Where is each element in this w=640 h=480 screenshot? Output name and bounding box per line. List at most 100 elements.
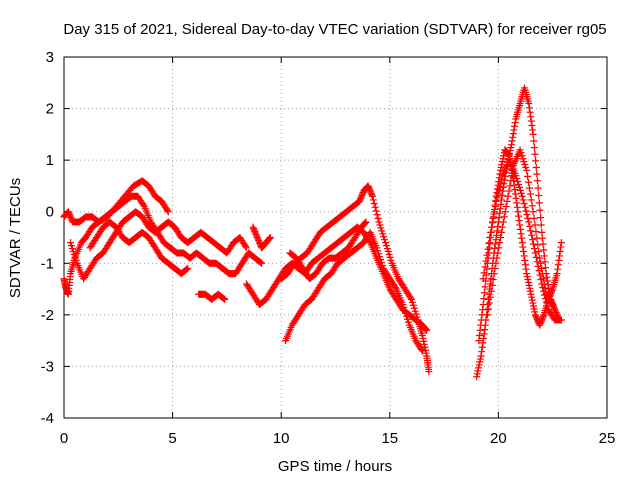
data-point [511, 186, 519, 194]
data-point [513, 175, 521, 183]
data-point [368, 192, 376, 200]
data-point [539, 314, 547, 322]
data-point [242, 244, 250, 252]
y-tick-label: -2 [41, 307, 54, 324]
data-point [497, 234, 505, 241]
data-point [518, 192, 526, 200]
data-point [511, 190, 519, 198]
data-point [533, 177, 541, 185]
data-point [556, 247, 564, 255]
data-point [480, 289, 488, 297]
data-point [536, 321, 544, 329]
data-point [499, 187, 507, 195]
data-point [361, 219, 369, 227]
data-point [527, 196, 535, 204]
data-point [139, 201, 147, 209]
data-point [481, 263, 489, 271]
data-point [378, 261, 386, 269]
data-point [533, 258, 541, 266]
data-point [67, 242, 75, 250]
data-point [490, 270, 498, 278]
data-point [521, 203, 529, 211]
data-point [525, 218, 533, 226]
data-track-5 [195, 290, 229, 303]
data-point [485, 299, 493, 307]
data-point [493, 194, 501, 202]
data-point [403, 312, 411, 320]
data-track-11 [473, 84, 563, 381]
data-point [374, 247, 382, 255]
data-point [487, 287, 495, 295]
data-point [369, 196, 377, 204]
data-point [382, 242, 390, 250]
data-point [498, 158, 506, 166]
data-point [479, 301, 487, 309]
x-tick-label: 25 [599, 430, 616, 447]
data-point [526, 108, 534, 116]
data-point [550, 304, 558, 312]
data-track-3 [67, 208, 250, 283]
data-point [366, 186, 374, 194]
data-point [529, 299, 537, 307]
data-point [372, 207, 380, 215]
data-point [184, 264, 192, 272]
data-point [486, 293, 494, 301]
data-point [485, 239, 493, 247]
data-point [501, 208, 509, 216]
data-point [361, 220, 369, 228]
data-point [509, 166, 517, 174]
data-point [364, 182, 372, 190]
data-point [551, 306, 559, 314]
y-axis-label: SDTVAR / TECUs [7, 178, 24, 298]
data-point [495, 244, 503, 252]
data-point [408, 295, 416, 303]
data-point [367, 188, 375, 196]
data-point [402, 309, 410, 317]
data-point [537, 221, 545, 229]
data-point [491, 245, 499, 253]
data-point [422, 349, 430, 357]
data-point [412, 310, 420, 318]
data-point [478, 343, 486, 351]
data-point [537, 259, 545, 267]
data-point [251, 228, 259, 236]
data-point [253, 234, 261, 241]
data-point [480, 269, 488, 277]
data-point [514, 178, 522, 186]
data-point [411, 307, 419, 315]
data-point [520, 158, 528, 166]
data-point [495, 186, 503, 194]
data-point [380, 233, 388, 241]
data-point [500, 180, 508, 188]
data-point [253, 232, 261, 240]
data-point [499, 218, 507, 226]
data-point [511, 119, 519, 127]
data-point [387, 256, 395, 264]
data-point [367, 189, 375, 197]
data-point [525, 184, 533, 192]
data-track-13 [479, 156, 565, 324]
data-point [250, 225, 258, 233]
data-point [526, 190, 534, 198]
data-point [496, 183, 504, 191]
data-point [533, 314, 541, 322]
data-point [479, 275, 487, 283]
data-point [512, 194, 520, 202]
data-point [532, 228, 540, 236]
data-point [547, 289, 555, 297]
data-point [250, 226, 258, 234]
data-point [519, 243, 527, 251]
data-point [521, 261, 529, 269]
data-point [529, 302, 537, 310]
data-point [72, 256, 80, 264]
data-point [490, 208, 498, 216]
data-point [70, 250, 78, 258]
data-point [265, 235, 273, 243]
y-tick-label: 3 [46, 49, 54, 66]
data-point [377, 259, 385, 267]
data-point [541, 258, 549, 266]
data-point [528, 296, 536, 304]
data-point [381, 239, 389, 247]
data-point [524, 214, 532, 222]
